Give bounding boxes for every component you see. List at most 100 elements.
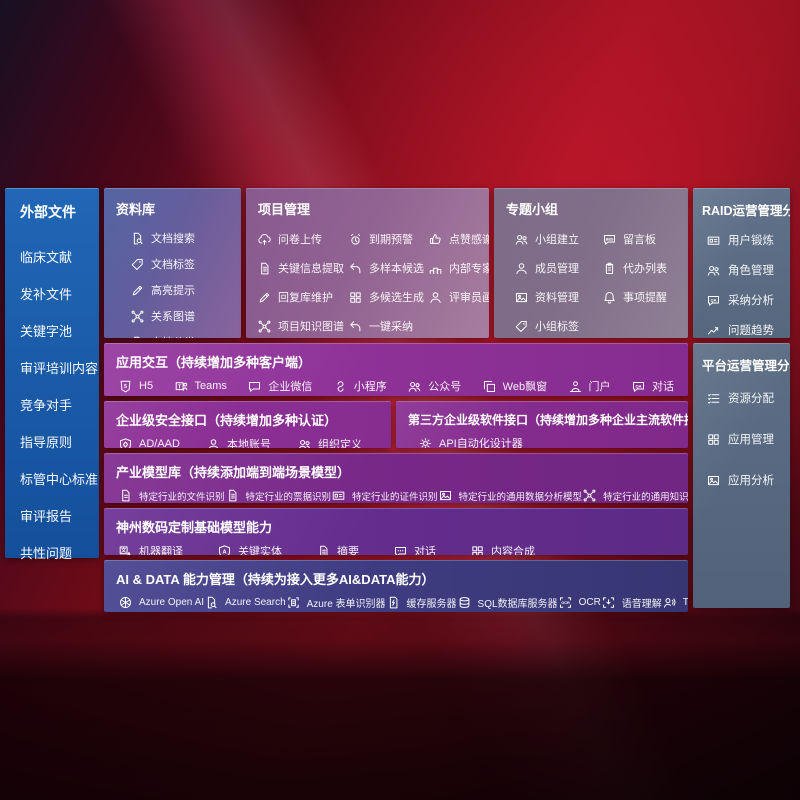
left-sidebar: 外部文件 临床文献 发补文件 关键字池 审评培训内容 竞争对手 指导原则 标管中心标准 审评报… [5,188,99,561]
doc-search-icon [130,231,145,246]
feature-item: 小组建立 [514,231,600,247]
feature-label: 公众号 [428,381,462,393]
sidebar-item: 竞争对手 [20,398,73,413]
multi-sample-icon [348,261,363,276]
feature-item: 小程序 [333,378,387,394]
due-alarm-icon [348,232,363,247]
feature-label: 语音理解 [621,599,662,610]
svg-text:A: A [222,549,226,555]
feature-label: Azure 表单识别器 [306,599,386,610]
sidebar-item: 临床文献 [20,250,73,265]
section-ai-data-management: AI & DATA 能力管理（持续为接入更多AI&DATA能力） Azure O… [104,560,688,612]
section-thirdparty-interface: 第三方企业级软件接口（持续增加多种企业主流软件接口） API自动化设计器 [396,401,688,448]
left-sidebar-title: 外部文件 [20,204,76,220]
svg-text:QA: QA [710,297,716,302]
feature-label: 回复库维护 [278,292,333,304]
feature-item: 5 H5 [118,379,153,394]
feature-item: 特定行业的通用数据分析模型 [438,488,582,503]
feature-item: 小组标签 [514,318,600,334]
sidebar-item: 共性问题 [20,546,73,561]
svg-text:OCR: OCR [561,601,570,605]
feature-label: 企业微信 [268,381,313,393]
feature-item: 关键信息提取 [257,260,344,276]
file-recognition-icon [118,488,133,503]
feature-item: 成员管理 [514,260,600,276]
feature-label: 小程序 [353,381,387,393]
feature-label: 缓存服务器 [406,599,457,610]
feature-label: 文档搜索 [151,233,195,245]
feature-label: 关键实体 [238,546,282,555]
repository-items: 文档搜索文档标签高亮提示关系图谱文档分类 [104,222,241,338]
portal-icon [568,379,583,394]
feature-item: Azure Search [204,595,286,610]
svg-text:QA: QA [635,383,641,388]
group-tag-icon [514,319,529,334]
feature-item: 文 机器翻译 [118,543,183,555]
feature-label: 对话 [651,381,674,393]
feature-label: 内部专家排名 [449,263,489,275]
feature-label: 文档分类 [151,334,195,338]
app-manage-icon [706,432,721,447]
feature-label: 高亮提示 [151,285,195,297]
issue-trend-icon [706,323,721,338]
section-title: 资料库 [116,202,156,217]
role-manage-icon [706,263,721,278]
feature-label: 小组标签 [535,321,579,333]
feature-item: 特定行业的通用知识图谱模型 [582,488,688,503]
feature-item: 问卷上传 [257,231,344,247]
feature-item: 一键采纳 [348,318,424,334]
machine-translation-icon: 文 [118,544,133,555]
feature-label: SQL数据库服务器 [477,599,558,610]
tts-icon [662,595,677,610]
summary-icon [316,544,331,555]
raid-analysis-items: 用户锻炼 角色管理 QA 采纳分析 问题趋势 [693,223,790,338]
doc-tag-icon [130,257,145,272]
feature-label: 问题趋势 [728,325,774,337]
feature-label: 留言板 [623,234,657,246]
member-manage-icon [514,261,529,276]
reminder-icon [602,290,617,305]
section-title: 应用交互（持续增加多种客户端） [116,355,312,370]
feature-item: Azure Open AI [118,595,204,610]
feature-label: 角色管理 [728,265,774,277]
feature-item: TTS [662,595,688,610]
feature-label: 对话 [414,546,436,555]
feature-label: Teams [194,380,227,392]
wechat-work-icon [247,379,262,394]
data-analysis-model-icon [438,488,453,503]
feature-label: 特定行业的通用知识图谱模型 [603,491,688,503]
feature-label: 特定行业的证件识别 [352,491,438,503]
feature-item: 摘要 [316,543,359,555]
feature-item: 代办列表 [602,260,684,276]
feature-label: 资料管理 [535,292,579,304]
feature-label: 内容合成 [491,546,535,555]
feature-item: T Teams [174,379,227,394]
local-account-icon [206,437,221,448]
feature-label: 应用分析 [728,475,774,487]
ai-data-management-items: Azure Open AI Azure Search Azure 表单识别器 缓存服务… [104,592,688,610]
feature-item: A 关键实体 [217,543,282,555]
knowledge-graph-icon [257,319,272,334]
feature-item: 资料管理 [514,289,600,305]
message-board-icon: BBS [602,232,617,247]
feature-item: 组织定义 [297,436,362,448]
cloud-upload-icon [257,232,272,247]
feature-item: 文档搜索 [130,230,235,246]
section-title: 平台运营管理分析 [702,359,790,373]
feature-label: 问卷上传 [278,234,322,246]
feature-label: 代办列表 [623,263,668,275]
info-extract-icon [257,261,272,276]
ad-aad-icon [118,437,133,448]
app-analysis-icon [706,473,721,488]
dialog-icon: QA [631,379,646,394]
sidebar-item: 标管中心标准 [20,472,99,487]
feature-label: H5 [139,380,154,392]
feature-item: 门户 [568,378,611,394]
feature-item: 项目知识图谱 [257,318,344,334]
feature-item: 对话 [393,543,436,555]
feature-label: API自动化设计器 [439,438,523,448]
web-popup-icon [482,379,497,394]
thumbs-up-icon [428,232,443,247]
